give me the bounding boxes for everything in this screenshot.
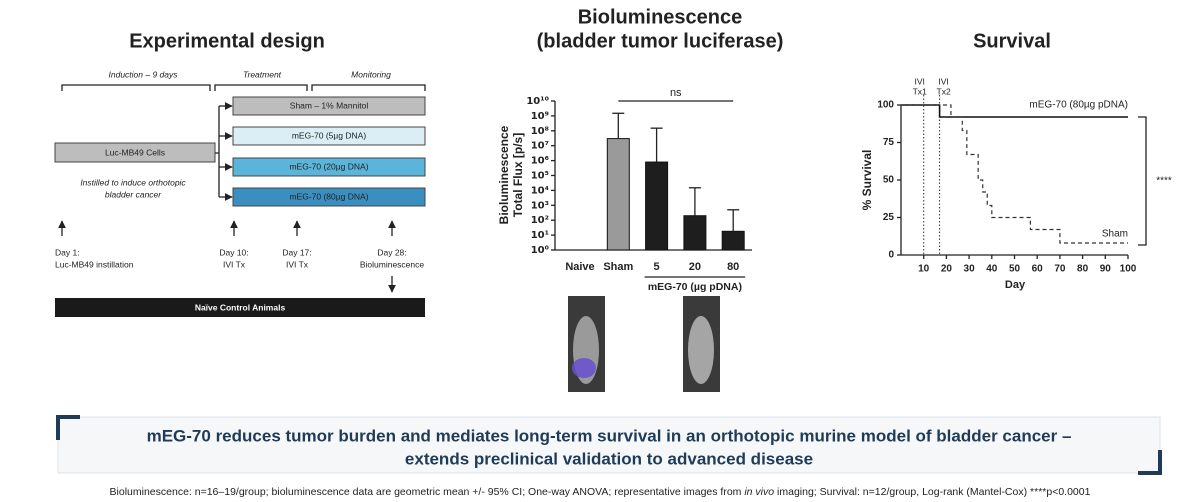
cells-note: Instilled to induce orthotopic	[80, 177, 186, 187]
x-tick-label: Naive	[565, 261, 594, 273]
y-tick-label: 75	[883, 137, 895, 148]
series-label: mEG-70 (80µg pDNA)	[1029, 100, 1128, 111]
design: Experimental design Induction – 9 days T…	[54, 30, 426, 317]
treatment-label: Tx2	[937, 86, 951, 96]
footnote-part: Bioluminescence: n=16–19/group; biolumin…	[110, 486, 745, 498]
x-tick-label: Sham	[603, 261, 633, 273]
arm-box	[232, 96, 426, 116]
arm-box	[232, 126, 426, 146]
y-tick-label: 25	[883, 212, 895, 223]
treatment-label: Tx1	[913, 86, 927, 96]
x-tick-label: 100	[1120, 264, 1137, 275]
group-label: mEG-70 (µg pDNA)	[648, 281, 742, 293]
x-tick-label: 10	[918, 264, 930, 275]
sig-label: ****	[1156, 176, 1172, 187]
bar	[606, 138, 630, 251]
y-tick-label: 0	[888, 250, 894, 261]
phase-label: Induction – 9 days	[109, 69, 179, 79]
chart-title: Survival	[973, 30, 1051, 52]
y-tick-label: 10³	[531, 200, 549, 211]
day-label: Luc-MB49 instillation	[55, 259, 134, 269]
x-tick-label: 60	[1032, 264, 1044, 275]
sig-bracket	[1138, 116, 1147, 246]
x-tick-label: 20	[941, 264, 953, 275]
day-label: Day 28:	[377, 247, 406, 257]
y-axis-label: % Survival	[860, 150, 874, 211]
x-tick-label: 5	[654, 261, 660, 273]
y-tick-label: 10⁵	[531, 171, 549, 182]
branch	[215, 106, 220, 197]
arm-box	[232, 157, 426, 177]
series-label: Sham	[1102, 229, 1128, 240]
x-tick-label: 90	[1100, 264, 1112, 275]
control-label: Naïve Control Animals	[195, 302, 286, 312]
mouse-image	[683, 296, 720, 392]
x-tick-label: 80	[1077, 264, 1089, 275]
y-tick-label: 10²	[531, 215, 549, 226]
banner-text: mEG-70 reduces tumor burden and mediates…	[147, 426, 1072, 445]
footnote-part: in vivo	[744, 486, 774, 498]
arm-label: mEG-70 (20µg DNA)	[289, 161, 368, 171]
signal	[572, 358, 596, 378]
banner: mEG-70 reduces tumor burden and mediates…	[56, 415, 1162, 475]
arm-label: mEG-70 (5µg DNA)	[292, 130, 366, 140]
y-tick-label: 10⁹	[531, 111, 549, 122]
phase-label: Treatment	[243, 69, 282, 79]
bar	[683, 215, 707, 251]
day-label: Day 10:	[219, 247, 248, 257]
x-tick-label: 40	[986, 264, 998, 275]
treatment-label: IVI	[938, 76, 948, 86]
cells-label: Luc-MB49 Cells	[105, 147, 165, 157]
x-tick-label: 50	[1009, 264, 1021, 275]
x-tick-label: 30	[964, 264, 976, 275]
y-tick-label: 100	[877, 100, 894, 111]
cells-note: bladder cancer	[105, 189, 162, 199]
x-tick-label: 70	[1054, 264, 1066, 275]
bar	[721, 230, 745, 251]
arm-box	[232, 187, 426, 207]
y-tick-label: 50	[883, 175, 895, 186]
arm-label: Sham – 1% Mannitol	[290, 100, 369, 110]
x-tick-label: 20	[689, 261, 701, 273]
x-tick-label: 80	[727, 261, 739, 273]
survival-line	[901, 104, 1128, 118]
y-axis-label: Bioluminescence	[497, 125, 511, 224]
sig-label: ns	[670, 87, 682, 99]
y-tick-label: 10¹	[531, 230, 549, 241]
day-label: Day 17:	[282, 247, 311, 257]
x-axis-label: Day	[1005, 279, 1026, 291]
day-label: Bioluminescence	[360, 259, 425, 269]
bar	[645, 161, 669, 251]
y-tick-label: 10⁸	[531, 126, 549, 137]
corner	[1138, 450, 1162, 475]
design-title: Experimental design	[129, 30, 325, 52]
footnote: Bioluminescence: n=16–19/group; biolumin…	[110, 486, 1091, 498]
phase-brace	[61, 84, 426, 91]
survival-line	[901, 104, 1128, 244]
day-label: Day 1:	[55, 247, 80, 257]
treatment-label: IVI	[914, 76, 924, 86]
day-label: IVI Tx	[223, 259, 246, 269]
mouse	[688, 316, 714, 384]
corner	[56, 415, 80, 440]
banner-text: extends preclinical validation to advanc…	[405, 449, 813, 468]
y-tick-label: 10¹⁰	[526, 96, 549, 107]
control-bar	[55, 298, 425, 317]
chart-title: Bioluminescence	[578, 6, 743, 28]
y-tick-label: 10⁰	[531, 245, 549, 256]
y-tick-label: 10⁷	[531, 141, 549, 152]
phase-label: Monitoring	[351, 69, 391, 79]
y-axis-label: Total Flux [p/s]	[511, 133, 525, 217]
footnote-part: imaging; Survival: n=12/group, Log-rank …	[774, 486, 1091, 498]
arm-label: mEG-70 (80µg DNA)	[289, 191, 368, 201]
mouse-image	[568, 296, 605, 392]
chart-subtitle: (bladder tumor luciferase)	[537, 30, 784, 52]
y-tick-label: 10⁴	[531, 185, 549, 196]
banner-box	[57, 416, 1161, 474]
y-tick-label: 10⁶	[531, 156, 549, 167]
day-label: IVI Tx	[286, 259, 309, 269]
